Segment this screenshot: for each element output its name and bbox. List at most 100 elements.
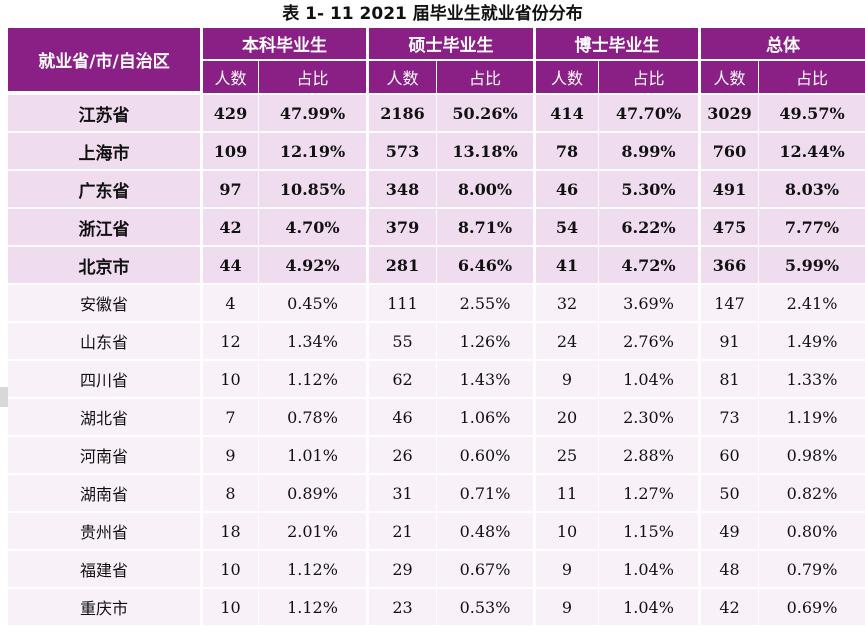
table-row: 广东省 97 10.85% 348 8.00% 46 5.30% 491 8.03% [8, 169, 865, 207]
total-count-cell: 42 [698, 587, 758, 625]
master-count-cell: 573 [366, 131, 436, 169]
undergrad-ratio-cell: 2.01% [258, 511, 366, 549]
ratio-header: 占比 [758, 61, 865, 93]
doctor-count-cell: 54 [533, 207, 598, 245]
undergrad-count-cell: 8 [200, 473, 258, 511]
total-ratio-cell: 0.79% [758, 549, 865, 587]
master-ratio-cell: 2.55% [436, 283, 533, 321]
province-cell: 湖北省 [8, 397, 200, 435]
master-ratio-cell: 0.48% [436, 511, 533, 549]
province-cell: 北京市 [8, 245, 200, 283]
master-ratio-cell: 13.18% [436, 131, 533, 169]
doctor-count-cell: 78 [533, 131, 598, 169]
group-header-doctor: 博士毕业生 [533, 28, 698, 61]
undergrad-count-cell: 97 [200, 169, 258, 207]
table-row: 江苏省 429 47.99% 2186 50.26% 414 47.70% 3029 49.57… [8, 93, 865, 131]
total-ratio-cell: 2.41% [758, 283, 865, 321]
undergrad-ratio-cell: 12.19% [258, 131, 366, 169]
doctor-ratio-cell: 2.88% [598, 435, 698, 473]
total-ratio-cell: 5.99% [758, 245, 865, 283]
doctor-ratio-cell: 2.30% [598, 397, 698, 435]
master-count-cell: 62 [366, 359, 436, 397]
doctor-ratio-cell: 1.04% [598, 587, 698, 625]
master-ratio-cell: 1.06% [436, 397, 533, 435]
province-cell: 贵州省 [8, 511, 200, 549]
province-cell: 福建省 [8, 549, 200, 587]
doctor-count-cell: 414 [533, 93, 598, 131]
undergrad-count-cell: 9 [200, 435, 258, 473]
undergrad-ratio-cell: 4.70% [258, 207, 366, 245]
doctor-count-cell: 46 [533, 169, 598, 207]
master-count-cell: 55 [366, 321, 436, 359]
total-count-cell: 50 [698, 473, 758, 511]
total-ratio-cell: 49.57% [758, 93, 865, 131]
scroll-handle[interactable] [0, 387, 10, 407]
total-count-cell: 366 [698, 245, 758, 283]
table-body: 江苏省 429 47.99% 2186 50.26% 414 47.70% 3029 49.57… [8, 93, 865, 625]
total-count-cell: 760 [698, 131, 758, 169]
province-cell: 重庆市 [8, 587, 200, 625]
table-row: 河南省 9 1.01% 26 0.60% 25 2.88% 60 0.98% [8, 435, 865, 473]
undergrad-ratio-cell: 1.34% [258, 321, 366, 359]
total-ratio-cell: 1.19% [758, 397, 865, 435]
province-cell: 广东省 [8, 169, 200, 207]
group-header-master: 硕士毕业生 [366, 28, 533, 61]
total-ratio-cell: 0.80% [758, 511, 865, 549]
table-row: 安徽省 4 0.45% 111 2.55% 32 3.69% 147 2.41% [8, 283, 865, 321]
undergrad-ratio-cell: 0.45% [258, 283, 366, 321]
count-header: 人数 [533, 61, 598, 93]
undergrad-ratio-cell: 0.89% [258, 473, 366, 511]
master-count-cell: 46 [366, 397, 436, 435]
undergrad-ratio-cell: 1.12% [258, 587, 366, 625]
total-ratio-cell: 8.03% [758, 169, 865, 207]
undergrad-ratio-cell: 4.92% [258, 245, 366, 283]
province-cell: 浙江省 [8, 207, 200, 245]
master-count-cell: 281 [366, 245, 436, 283]
doctor-ratio-cell: 47.70% [598, 93, 698, 131]
master-ratio-cell: 0.71% [436, 473, 533, 511]
table-row: 浙江省 42 4.70% 379 8.71% 54 6.22% 475 7.77% [8, 207, 865, 245]
doctor-ratio-cell: 5.30% [598, 169, 698, 207]
undergrad-ratio-cell: 0.78% [258, 397, 366, 435]
master-ratio-cell: 50.26% [436, 93, 533, 131]
doctor-count-cell: 9 [533, 587, 598, 625]
undergrad-count-cell: 10 [200, 359, 258, 397]
province-cell: 四川省 [8, 359, 200, 397]
table-row: 湖南省 8 0.89% 31 0.71% 11 1.27% 50 0.82% [8, 473, 865, 511]
master-ratio-cell: 0.60% [436, 435, 533, 473]
doctor-ratio-cell: 1.04% [598, 359, 698, 397]
doctor-count-cell: 9 [533, 359, 598, 397]
total-ratio-cell: 0.82% [758, 473, 865, 511]
master-ratio-cell: 8.00% [436, 169, 533, 207]
ratio-header: 占比 [436, 61, 533, 93]
master-count-cell: 379 [366, 207, 436, 245]
doctor-ratio-cell: 6.22% [598, 207, 698, 245]
total-ratio-cell: 0.69% [758, 587, 865, 625]
table-row: 贵州省 18 2.01% 21 0.48% 10 1.15% 49 0.80% [8, 511, 865, 549]
total-count-cell: 91 [698, 321, 758, 359]
ratio-header: 占比 [598, 61, 698, 93]
table-row: 四川省 10 1.12% 62 1.43% 9 1.04% 81 1.33% [8, 359, 865, 397]
master-count-cell: 2186 [366, 93, 436, 131]
province-cell: 河南省 [8, 435, 200, 473]
total-count-cell: 49 [698, 511, 758, 549]
undergrad-ratio-cell: 10.85% [258, 169, 366, 207]
master-count-cell: 23 [366, 587, 436, 625]
undergrad-count-cell: 7 [200, 397, 258, 435]
master-ratio-cell: 8.71% [436, 207, 533, 245]
province-cell: 湖南省 [8, 473, 200, 511]
doctor-ratio-cell: 1.04% [598, 549, 698, 587]
count-header: 人数 [200, 61, 258, 93]
doctor-ratio-cell: 1.15% [598, 511, 698, 549]
undergrad-count-cell: 18 [200, 511, 258, 549]
undergrad-count-cell: 429 [200, 93, 258, 131]
count-header: 人数 [366, 61, 436, 93]
master-ratio-cell: 1.26% [436, 321, 533, 359]
total-ratio-cell: 7.77% [758, 207, 865, 245]
doctor-ratio-cell: 2.76% [598, 321, 698, 359]
master-count-cell: 29 [366, 549, 436, 587]
province-cell: 江苏省 [8, 93, 200, 131]
undergrad-count-cell: 12 [200, 321, 258, 359]
total-ratio-cell: 12.44% [758, 131, 865, 169]
doctor-ratio-cell: 4.72% [598, 245, 698, 283]
